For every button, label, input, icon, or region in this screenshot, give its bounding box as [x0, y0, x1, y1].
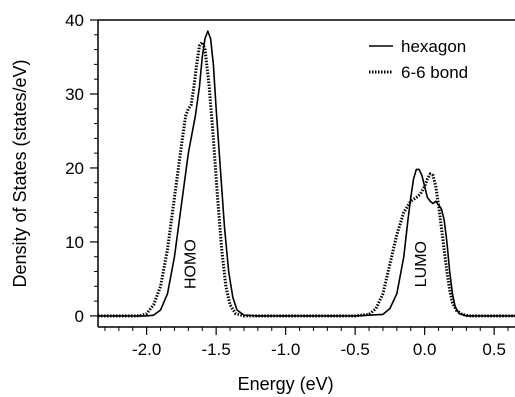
- y-tick-label: 40: [65, 11, 84, 30]
- x-axis-label: Energy (eV): [238, 374, 334, 394]
- y-tick-label: 20: [65, 159, 84, 178]
- y-tick-label: 0: [75, 307, 84, 326]
- x-tick-label: 0.5: [482, 340, 506, 359]
- axes-group: [97, 19, 515, 328]
- x-tick-label: -0.5: [341, 340, 370, 359]
- y-tick-label: 30: [65, 85, 84, 104]
- x-tick-label: -1.5: [202, 340, 231, 359]
- x-tick-label: -2.0: [132, 340, 161, 359]
- legend-label: hexagon: [401, 37, 466, 56]
- y-tick-label: 10: [65, 233, 84, 252]
- x-tick-label: 0.0: [413, 340, 437, 359]
- series-group: [98, 30, 515, 318]
- series-line-hexagon: [98, 30, 515, 317]
- legend: hexagon 6-6 bond: [369, 37, 468, 82]
- x-tick-label: -1.0: [271, 340, 300, 359]
- ticks-group: -2.0 -1.5 -1.0 -0.5 0.0 0.5 0 10 20 30 40: [65, 11, 509, 359]
- annotations-group: HOMO LUMO: [182, 239, 430, 289]
- series-line-6-6-bond: [98, 40, 515, 318]
- legend-label: 6-6 bond: [401, 63, 468, 82]
- y-axis-label: Density of States (states/eV): [10, 59, 30, 287]
- annotation-lumo: LUMO: [413, 241, 430, 287]
- annotation-homo: HOMO: [182, 239, 199, 289]
